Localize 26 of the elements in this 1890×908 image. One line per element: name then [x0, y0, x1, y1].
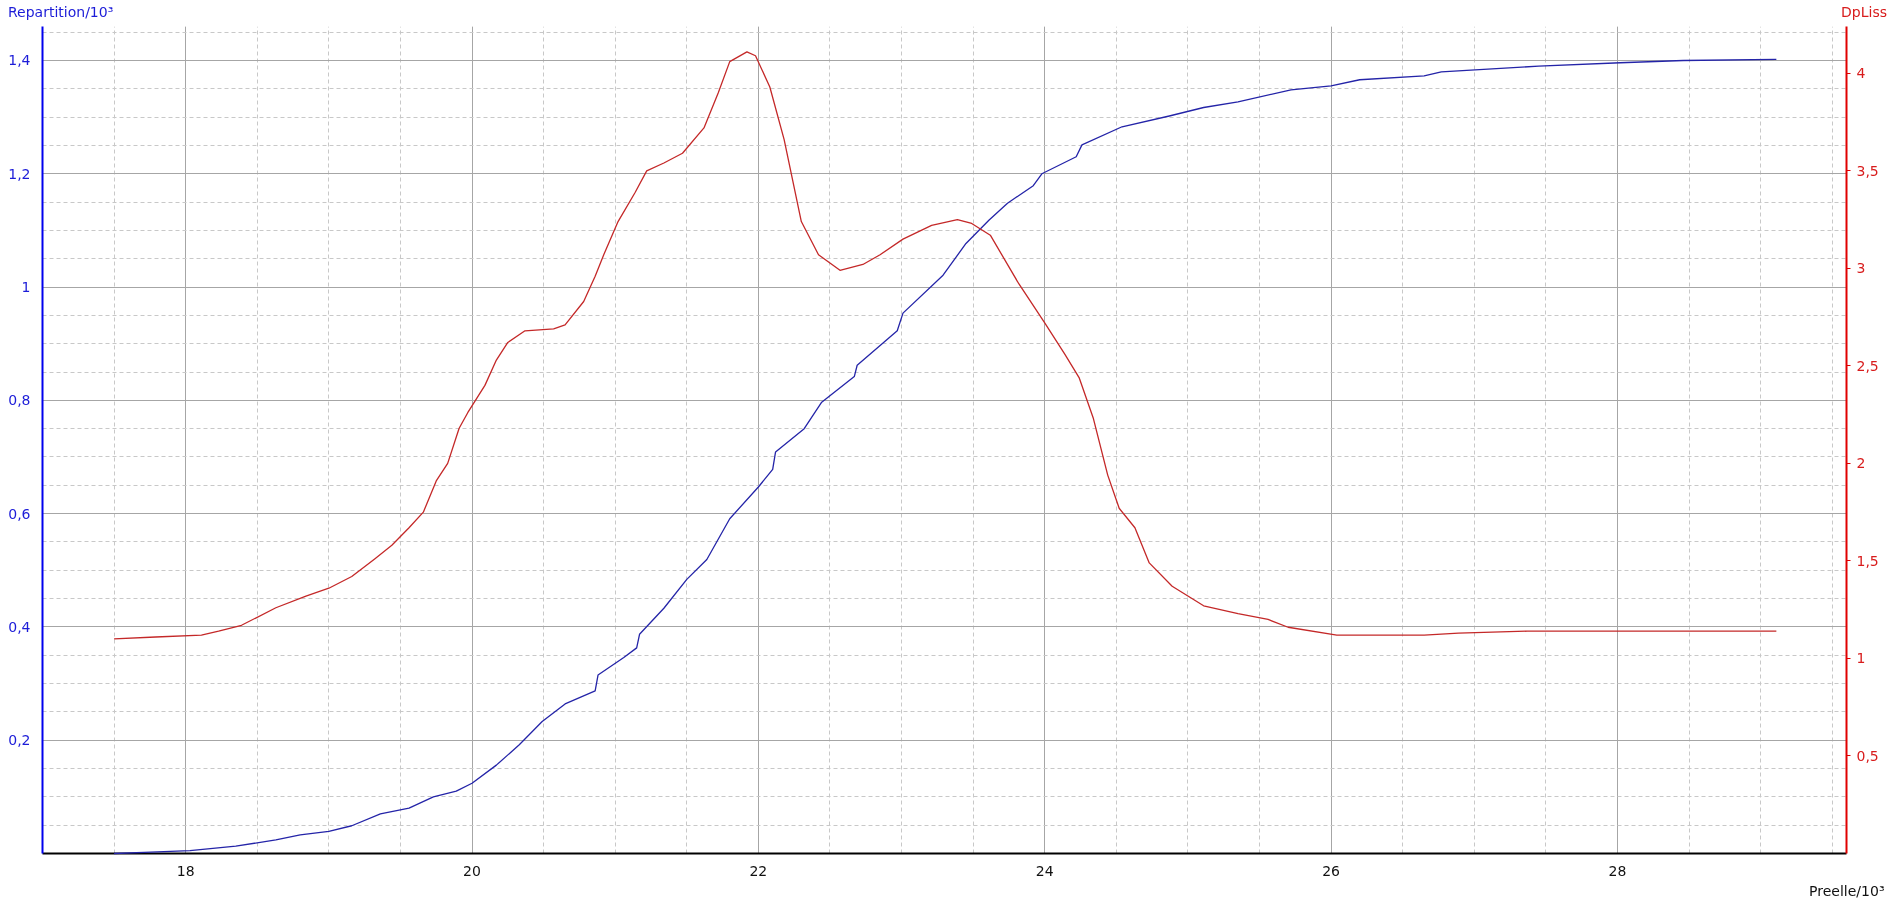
- y2-tick-label: 3: [1856, 260, 1866, 277]
- y2-tick-label: 3,5: [1856, 162, 1879, 179]
- x-tick-label: 26: [1322, 862, 1341, 879]
- x-axis-title: Preelle/10³: [1809, 882, 1885, 899]
- y-tick-label: 1,2: [8, 165, 31, 182]
- line-series: [113, 51, 1777, 640]
- x-tick-label: 18: [176, 862, 195, 879]
- x-tick-label: 20: [463, 862, 481, 879]
- x-tick-label: 24: [1035, 862, 1054, 879]
- y2-tick-label: 1: [1856, 650, 1866, 667]
- x-tick-label: 28: [1608, 862, 1627, 879]
- y2-tick-label: 4: [1856, 65, 1866, 82]
- line-series: [113, 58, 1777, 855]
- y-tick-label: 0,8: [8, 392, 31, 409]
- y-tick-label: 0,6: [8, 505, 31, 522]
- y2-tick-label: 2,5: [1856, 357, 1879, 374]
- y2-axis-title: DpLiss: [1841, 3, 1887, 22]
- y-tick-label: 1: [21, 279, 31, 296]
- y-tick-label: 0,4: [8, 618, 31, 635]
- y2-tick-label: 2: [1856, 455, 1866, 472]
- y2-tick-label: 1,5: [1856, 552, 1879, 569]
- y-axis-title: Repartition/10³: [8, 3, 114, 22]
- x-tick-label: 22: [749, 862, 768, 879]
- y-tick-label: 1,4: [8, 52, 31, 69]
- y-tick-label: 0,2: [8, 732, 31, 749]
- y2-tick-label: 0,5: [1856, 747, 1879, 764]
